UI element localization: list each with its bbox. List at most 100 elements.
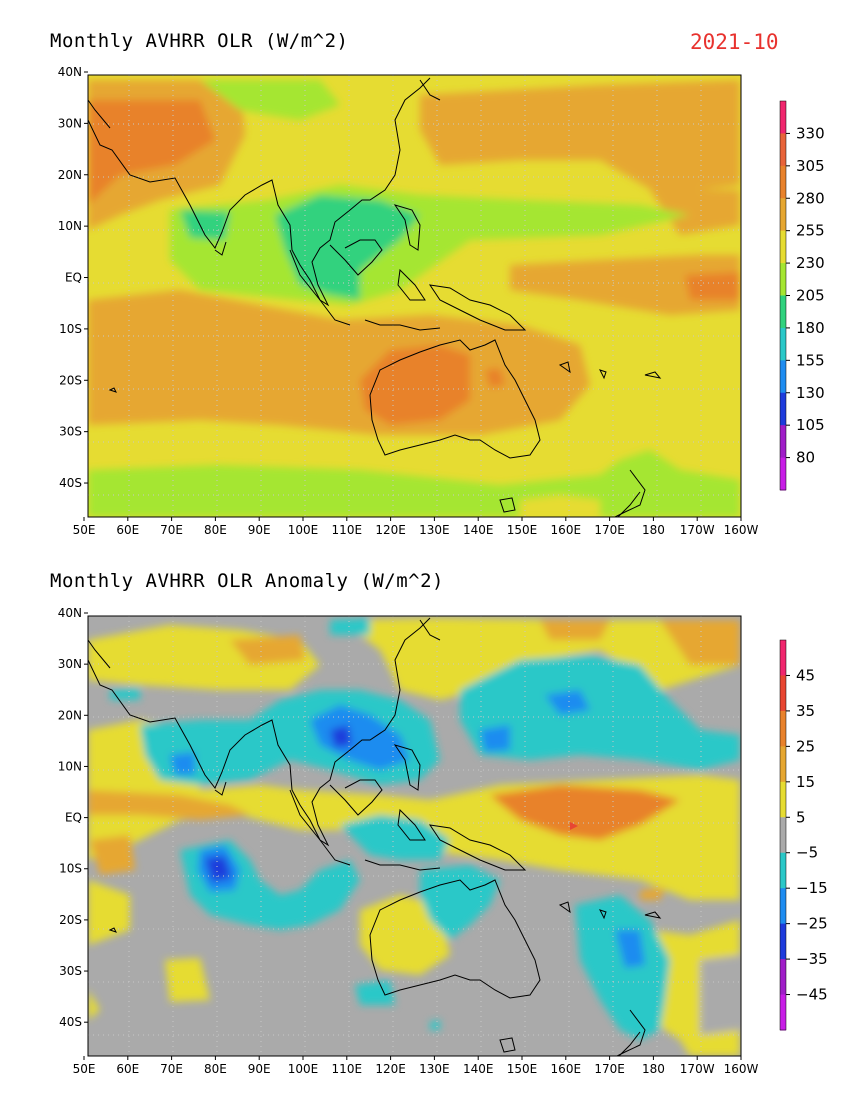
lon-tick-label: 80E [204,523,227,537]
lat-tick-label: 40S [59,1015,82,1029]
colorbar-label: −5 [796,844,818,862]
olr-field [88,75,741,517]
lat-tick-label: 40N [58,606,82,620]
lat-tick-label: 10S [59,862,82,876]
colorbar-label: −35 [796,950,828,968]
lon-tick-label: 90E [248,523,271,537]
lat-tick-label: EQ [65,811,82,825]
colorbar-label: −15 [796,879,828,897]
lat-tick-label: 30N [58,657,82,671]
lat-tick-label: 30N [58,116,82,130]
lon-tick-label: 60E [116,523,139,537]
lon-tick-label: 150E [507,523,538,537]
lon-tick-label: 160E [551,523,582,537]
lon-tick-label: 170W [680,523,715,537]
colorbar-segment [780,959,786,996]
lat-tick-label: 20S [59,373,82,387]
lat-tick-label: 10S [59,322,82,336]
lon-tick-label: 170W [680,1062,715,1076]
colorbar-segment [780,923,786,960]
lon-tick-label: 150E [507,1062,538,1076]
coastlines [88,77,662,517]
colorbar-label: 205 [796,287,825,305]
colorbar-label: −45 [796,986,828,1004]
colorbar-segment [780,360,786,394]
lon-tick-label: 170E [594,523,625,537]
colorbar-segment [780,198,786,232]
colorbar-segment [780,457,786,491]
lat-tick-label: 40N [58,65,82,79]
lon-tick-label: 160W [724,1062,759,1076]
panel2-title: Monthly AVHRR OLR Anomaly (W/m^2) [50,570,444,592]
colorbar-segment [780,746,786,783]
colorbar-segment [780,888,786,925]
anomaly-field [88,616,741,1056]
lon-tick-label: 180 [642,1062,665,1076]
lon-tick-label: 140E [463,1062,494,1076]
lat-tick-label: 30S [59,425,82,439]
colorbar-label: 105 [796,416,825,434]
colorbar-label: 255 [796,222,825,240]
colorbar-segment [780,263,786,296]
olr-colorbar: 330 305 280 255 230 205 180 155 130 105 80 [779,100,825,491]
colorbar-segment [780,425,786,459]
lon-tick-label: 160W [724,523,759,537]
lat-tick-label: 30S [59,964,82,978]
lon-tick-label: 130E [419,1062,450,1076]
lon-tick-label: 110E [332,1062,363,1076]
lon-tick-label: 70E [160,523,183,537]
panel2-axes: 40N 30N 20N 10N EQ 10S 20S 30S 40S 50E 60E 70E 80E 90… [58,606,759,1076]
lon-tick-label: 180 [642,523,665,537]
lat-tick-label: 20S [59,913,82,927]
colorbar-label: 230 [796,254,825,272]
panel1-title: Monthly AVHRR OLR (W/m^2) [50,30,349,52]
colorbar-segment [780,710,786,747]
colorbar-label: 305 [796,157,825,175]
lat-tick-label: 10N [58,759,82,773]
colorbar-segment [780,817,786,854]
lon-tick-label: 60E [116,1062,139,1076]
colorbar-label: 130 [796,384,825,402]
lon-tick-label: 170E [594,1062,625,1076]
colorbar-segment [780,852,786,889]
colorbar-label: −25 [796,915,828,933]
colorbar-segment [780,101,786,134]
colorbar-segment [780,295,786,329]
colorbar-segment [780,165,786,199]
lon-tick-label: 50E [73,523,96,537]
colorbar-segment [780,781,786,818]
colorbar-label: 25 [796,737,815,755]
colorbar-label: 5 [796,808,806,826]
lon-tick-label: 140E [463,523,494,537]
lon-tick-label: 50E [73,1062,96,1076]
lon-tick-label: 160E [551,1062,582,1076]
lat-tick-label: 40S [59,476,82,490]
lon-tick-label: 130E [419,523,450,537]
lon-tick-label: 80E [204,1062,227,1076]
colorbar-label: 180 [796,319,825,337]
colorbar-label: 155 [796,351,825,369]
colorbar-segment [780,675,786,712]
coastlines-2 [88,617,662,1056]
colorbar-label: 15 [796,773,815,791]
colorbar-label: 35 [796,702,815,720]
colorbar-segment [780,230,786,264]
anomaly-colorbar: 45 35 25 15 5 −5 −15 −25 −35 −45 [779,639,828,1031]
date-label: 2021-10 [690,30,779,54]
panel2-frame [87,615,742,1057]
lat-tick-label: 20N [58,168,82,182]
colorbar-label: 330 [796,124,825,142]
lat-tick-label: 20N [58,708,82,722]
colorbar-segment [780,392,786,426]
lat-tick-label: EQ [65,271,82,285]
colorbar-segment [780,133,786,167]
lon-tick-label: 120E [375,1062,406,1076]
colorbar-label: 280 [796,189,825,207]
panel1-frame [87,74,742,518]
colorbar-label: 80 [796,449,815,467]
colorbar-segment [780,327,786,361]
lon-tick-label: 90E [248,1062,271,1076]
colorbar-segment [780,994,786,1031]
lat-tick-label: 10N [58,219,82,233]
